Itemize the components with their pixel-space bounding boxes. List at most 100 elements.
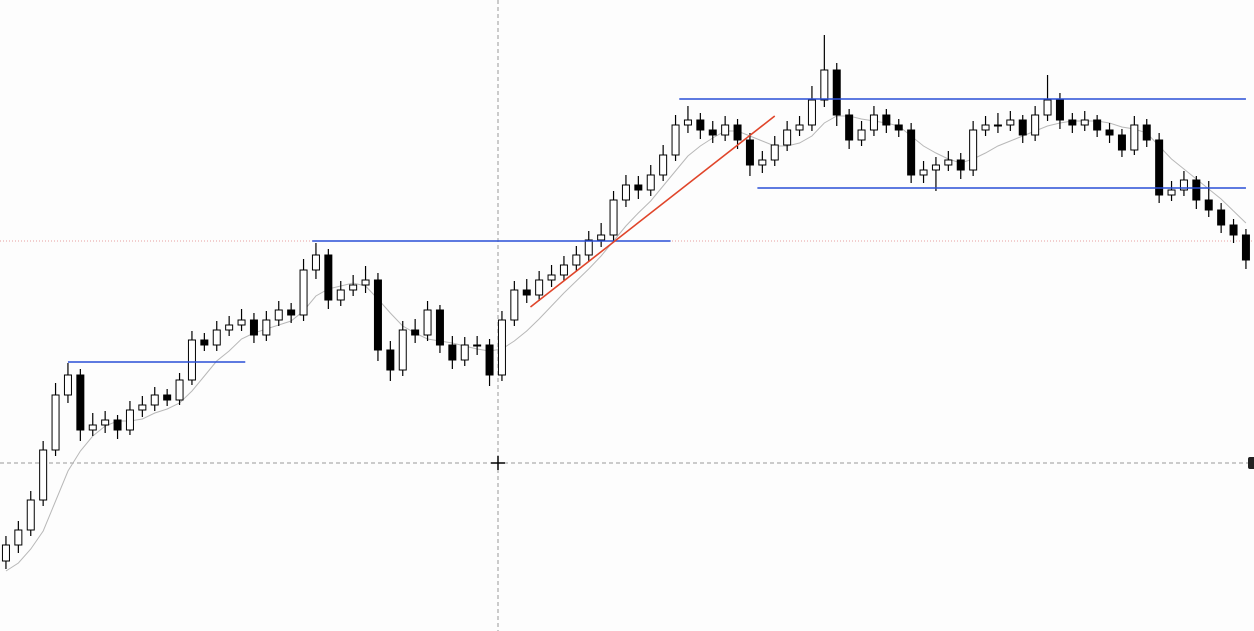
candle-body bbox=[609, 199, 618, 236]
candle-body bbox=[63, 374, 72, 396]
candle-body bbox=[882, 114, 891, 126]
candle-body bbox=[150, 394, 159, 406]
candle-body bbox=[832, 69, 841, 116]
candle-body bbox=[1192, 179, 1201, 201]
candle-body bbox=[907, 129, 916, 176]
price-marker bbox=[1248, 457, 1254, 469]
crosshair-cursor bbox=[491, 456, 505, 470]
candle-body bbox=[76, 374, 85, 431]
candle-body bbox=[919, 169, 928, 176]
candle-body bbox=[683, 119, 692, 126]
candle-body bbox=[287, 309, 296, 316]
candle-body bbox=[981, 124, 990, 131]
candle-body bbox=[1204, 199, 1213, 211]
candle-body bbox=[1018, 119, 1027, 136]
candle-body bbox=[324, 254, 333, 301]
candle-body bbox=[336, 289, 345, 301]
candle-body bbox=[820, 69, 829, 101]
candle-body bbox=[398, 329, 407, 371]
candle-body bbox=[1068, 119, 1077, 126]
plot bbox=[1, 35, 1250, 572]
candle-body bbox=[956, 159, 965, 171]
candle-body bbox=[435, 309, 444, 346]
candle-body bbox=[448, 344, 457, 361]
candle-body bbox=[993, 124, 1002, 127]
candle-body bbox=[473, 344, 482, 347]
candle-body bbox=[175, 379, 184, 401]
candle-body bbox=[1093, 119, 1102, 131]
candle-body bbox=[584, 239, 593, 256]
candle-body bbox=[745, 139, 754, 166]
candle-body bbox=[634, 184, 643, 191]
candle-body bbox=[1105, 129, 1114, 136]
candle-body bbox=[696, 119, 705, 131]
candle-body bbox=[621, 184, 630, 201]
candle-body bbox=[1080, 119, 1089, 126]
candle-body bbox=[857, 129, 866, 141]
candle-body bbox=[299, 269, 308, 316]
candle-body bbox=[26, 499, 35, 531]
candle-body bbox=[522, 289, 531, 296]
candle-body bbox=[845, 114, 854, 141]
candle-body bbox=[386, 349, 395, 371]
candle-body bbox=[361, 279, 370, 286]
candle-body bbox=[349, 284, 358, 291]
candle-body bbox=[485, 344, 494, 376]
candle-body bbox=[1241, 234, 1250, 261]
candle-body bbox=[225, 324, 234, 331]
candle-body bbox=[1, 544, 10, 562]
trend-line bbox=[529, 115, 776, 308]
candle-body bbox=[646, 174, 655, 191]
candle-body bbox=[1006, 119, 1015, 126]
candle-body bbox=[212, 329, 221, 346]
candle-body bbox=[138, 404, 147, 411]
candle-body bbox=[969, 129, 978, 171]
candle-body bbox=[39, 449, 48, 501]
candle-body bbox=[758, 159, 767, 166]
candle-body bbox=[113, 419, 122, 431]
candle-body bbox=[311, 254, 320, 271]
candle-body bbox=[14, 529, 23, 546]
candle-body bbox=[274, 309, 283, 321]
candle-body bbox=[869, 114, 878, 131]
candle-body bbox=[572, 254, 581, 266]
candle-body bbox=[559, 264, 568, 276]
candle-body bbox=[547, 274, 556, 281]
candle-body bbox=[708, 129, 717, 136]
candle-body bbox=[1142, 124, 1151, 141]
candle-body bbox=[659, 154, 668, 176]
candle-body bbox=[262, 319, 271, 336]
candle-body bbox=[1043, 99, 1052, 116]
candle-body bbox=[535, 279, 544, 296]
candle-body bbox=[1217, 209, 1226, 226]
candle-body bbox=[187, 339, 196, 381]
candle-body bbox=[1130, 124, 1139, 151]
candle-body bbox=[944, 159, 953, 166]
candle-body bbox=[931, 164, 940, 171]
candle-body bbox=[894, 124, 903, 131]
candle-body bbox=[373, 279, 382, 351]
candle-body bbox=[88, 424, 97, 431]
candle-body bbox=[1155, 139, 1164, 196]
candle-body bbox=[237, 319, 246, 326]
candle-body bbox=[423, 309, 432, 336]
candle-body bbox=[249, 319, 258, 336]
candle-body bbox=[807, 99, 816, 126]
candle-body bbox=[1055, 99, 1064, 121]
candle-body bbox=[770, 144, 779, 161]
candle-body bbox=[51, 394, 60, 451]
candle-body bbox=[733, 124, 742, 141]
candle-body bbox=[200, 339, 209, 346]
candle-body bbox=[510, 289, 519, 321]
candle-body bbox=[497, 319, 506, 376]
candle-body bbox=[597, 234, 606, 241]
candle-body bbox=[721, 124, 730, 136]
candle-body bbox=[671, 124, 680, 156]
candle-body bbox=[1117, 134, 1126, 151]
moving-average bbox=[5, 115, 1247, 572]
candle-body bbox=[1229, 224, 1238, 236]
candle-body bbox=[795, 124, 804, 131]
